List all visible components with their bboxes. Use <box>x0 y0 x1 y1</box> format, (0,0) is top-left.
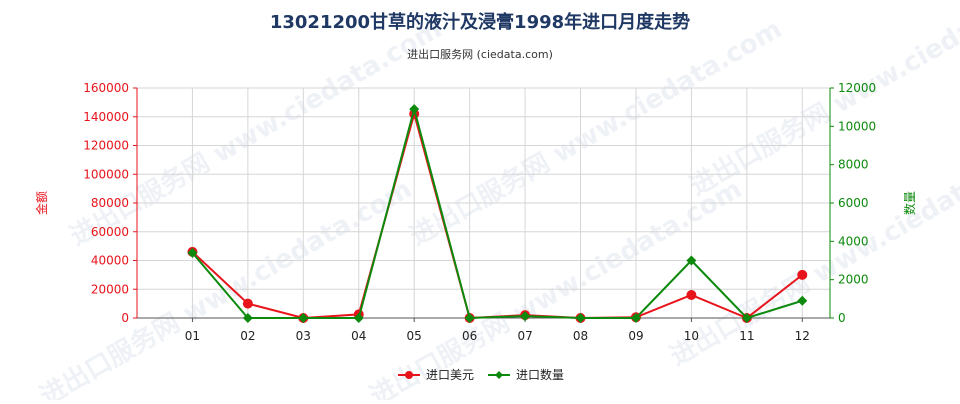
y-left-tick-label: 140000 <box>83 110 129 124</box>
legend-marker <box>495 371 503 379</box>
y-left-axis-label: 金额 <box>34 191 49 215</box>
legend-marker <box>405 371 413 379</box>
x-tick-label: 11 <box>739 329 754 343</box>
data-point <box>797 295 808 306</box>
y-right-tick-label: 2000 <box>838 273 869 287</box>
x-tick-label: 06 <box>462 329 477 343</box>
series <box>187 104 808 323</box>
y-left-tick-label: 160000 <box>83 81 129 95</box>
y-left-tick-label: 0 <box>121 311 129 325</box>
y-left-tick-label: 120000 <box>83 139 129 153</box>
legend-item[interactable]: 进口美元 <box>398 368 474 382</box>
y-right-tick-label: 0 <box>838 311 846 325</box>
y-right-tick-label: 10000 <box>838 119 876 133</box>
legend-label: 进口数量 <box>516 367 564 382</box>
y-right-axis-label: 数量 <box>902 191 917 215</box>
x-tick-label: 04 <box>351 329 366 343</box>
x-tick-label: 09 <box>628 329 643 343</box>
data-point <box>686 255 697 266</box>
data-point <box>298 313 309 323</box>
data-point <box>741 313 752 323</box>
legend-item[interactable]: 进口数量 <box>488 367 564 382</box>
x-tick-label: 10 <box>684 329 699 343</box>
y-right-tick-label: 8000 <box>838 158 869 172</box>
x-tick-label: 07 <box>517 329 532 343</box>
data-point <box>630 313 641 323</box>
watermark-text: 进出口服务网 www.ciedata.com <box>65 14 447 252</box>
data-point <box>575 313 586 323</box>
x-tick-label: 08 <box>573 329 588 343</box>
chart-title: 13021200甘草的液汁及浸膏1998年进口月度走势 <box>270 11 690 33</box>
x-tick-label: 05 <box>407 329 422 343</box>
data-point <box>353 313 364 323</box>
axes: 0200004000060000800001000001200001400001… <box>83 81 876 343</box>
data-point <box>187 247 198 258</box>
y-left-tick-label: 40000 <box>91 254 129 268</box>
data-point <box>797 269 808 280</box>
x-tick-label: 12 <box>795 329 810 343</box>
data-point <box>464 313 475 323</box>
data-point <box>242 313 253 323</box>
x-tick-label: 02 <box>240 329 255 343</box>
legend[interactable]: 进口美元 进口数量 <box>398 367 564 382</box>
y-right-tick-label: 6000 <box>838 196 869 210</box>
watermark-text: 进出口服务网 www.ciedata.com <box>685 0 960 202</box>
data-point <box>409 104 420 115</box>
y-right-tick-label: 4000 <box>838 234 869 248</box>
data-point <box>242 298 253 309</box>
x-tick-label: 03 <box>296 329 311 343</box>
series-line <box>191 105 803 320</box>
data-point <box>686 290 697 300</box>
chart-subtitle: 进出口服务网 (ciedata.com) <box>407 47 553 61</box>
legend-label: 进口美元 <box>426 368 474 382</box>
y-left-tick-label: 20000 <box>91 282 129 296</box>
y-left-tick-label: 80000 <box>91 196 129 210</box>
y-right-tick-label: 12000 <box>838 81 876 95</box>
y-left-tick-label: 100000 <box>83 167 129 181</box>
data-point <box>520 311 531 322</box>
x-tick-label: 01 <box>185 329 200 343</box>
y-left-tick-label: 60000 <box>91 225 129 239</box>
